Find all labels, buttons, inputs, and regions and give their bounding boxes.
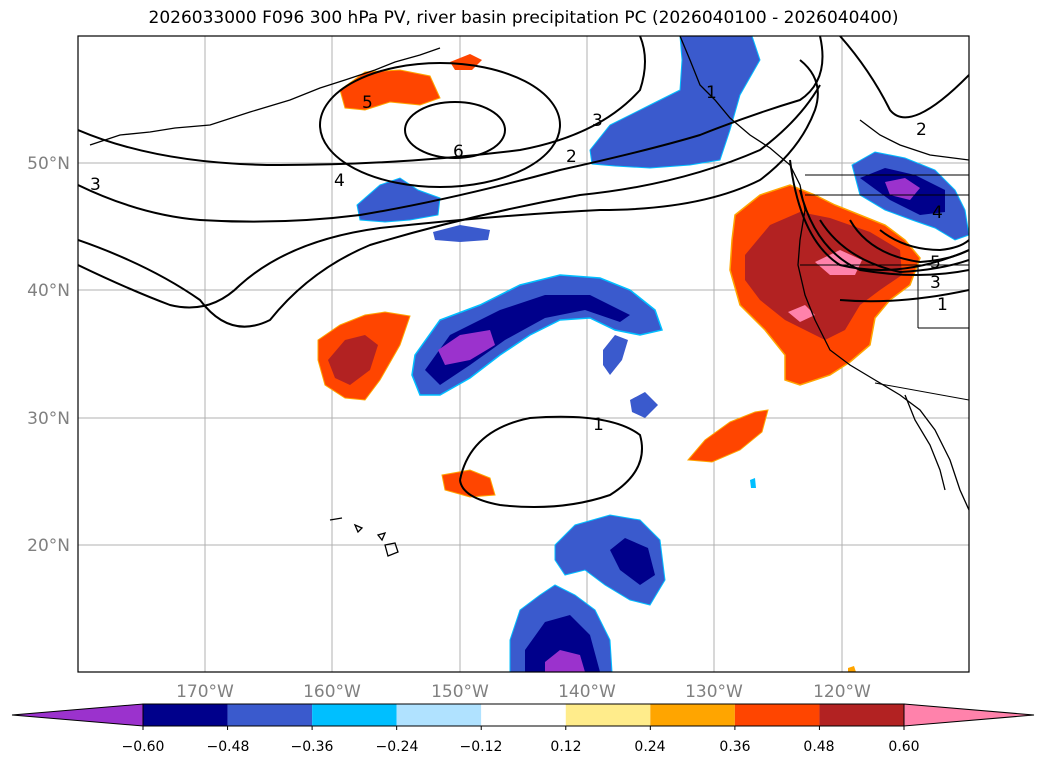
colorbar-tick-label: 0.36 — [719, 739, 750, 755]
colorbar-extend-right — [903, 703, 1035, 727]
colorbar-tick-label: −0.60 — [122, 739, 165, 755]
lon-label: 130°W — [685, 682, 743, 702]
lon-label: 120°W — [813, 682, 871, 702]
lon-label: 170°W — [176, 682, 234, 702]
contour-label: 4 — [334, 171, 345, 191]
lat-label: 50°N — [27, 154, 70, 174]
map-border — [77, 35, 970, 673]
colorbar-labels: −0.60 −0.48 −0.36 −0.24 −0.12 0.12 0.24 … — [122, 739, 920, 755]
contour-label: 1 — [593, 415, 604, 435]
contour-label: 5 — [930, 253, 941, 273]
lat-label: 20°N — [27, 536, 70, 556]
colorbar-segment — [734, 704, 820, 726]
map-title: 2026033000 F096 300 hPa PV, river basin … — [148, 8, 899, 28]
colorbar-tick-label: −0.48 — [207, 739, 250, 755]
lon-label: 150°W — [431, 682, 489, 702]
lon-label: 160°W — [303, 682, 361, 702]
lat-label: 30°N — [27, 409, 70, 429]
colorbar-segment — [227, 704, 313, 726]
contour-label: 3 — [90, 175, 101, 195]
contour-label: 2 — [916, 120, 927, 140]
lon-label: 140°W — [558, 682, 616, 702]
latitude-labels: 50°N 40°N 30°N 20°N — [27, 154, 70, 556]
colorbar-segment — [312, 704, 397, 726]
contour-label: 2 — [566, 147, 577, 167]
colorbar-segment — [481, 704, 566, 726]
colorbar-segment — [143, 704, 228, 726]
colorbar-tick-label: 0.60 — [888, 739, 919, 755]
colorbar-tick-label: 0.12 — [550, 739, 581, 755]
colorbar-segment — [819, 704, 904, 726]
contour-label: 6 — [453, 142, 464, 162]
colorbar-segment — [565, 704, 651, 726]
precipitation-field — [317, 36, 969, 672]
colorbar-border — [142, 703, 905, 727]
contour-label: 3 — [592, 111, 603, 131]
contour-label: 1 — [706, 83, 717, 103]
colorbar-tick-label: 0.48 — [803, 739, 834, 755]
borders — [800, 174, 969, 401]
colorbar-segment — [650, 704, 735, 726]
colorbar-extend-left — [11, 703, 144, 727]
pv-contours — [78, 36, 969, 509]
colorbar-tick-label: −0.36 — [291, 739, 334, 755]
colorbar-segment — [396, 704, 482, 726]
contour-labels: 6 5 4 3 3 2 2 1 1 4 5 3 1 — [90, 83, 948, 435]
contour-label: 4 — [932, 203, 943, 223]
colorbar-tick-label: 0.24 — [634, 739, 665, 755]
lat-label: 40°N — [27, 281, 70, 301]
contour-label: 1 — [937, 295, 948, 315]
colorbar — [11, 703, 1035, 730]
longitude-labels: 170°W 160°W 150°W 140°W 130°W 120°W — [176, 682, 871, 702]
colorbar-tick-label: −0.12 — [460, 739, 503, 755]
colorbar-tick-label: −0.24 — [376, 739, 419, 755]
coastlines — [89, 36, 969, 557]
contour-label: 5 — [362, 93, 373, 113]
contour-label: 3 — [930, 273, 941, 293]
